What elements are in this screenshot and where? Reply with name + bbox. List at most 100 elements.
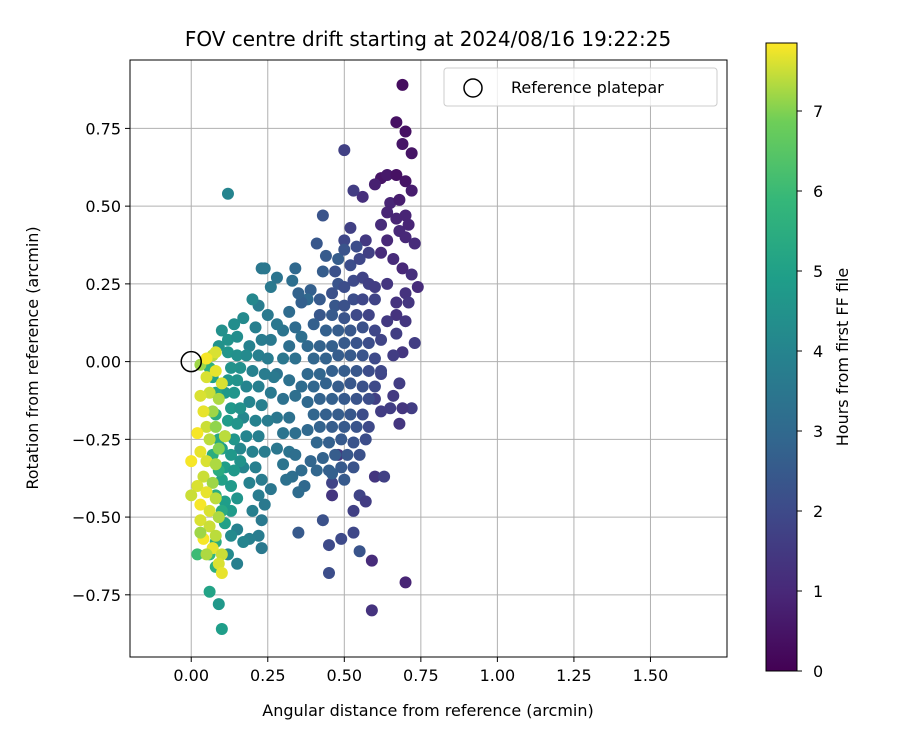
data-point: [255, 399, 268, 412]
data-point: [200, 486, 213, 499]
data-point: [292, 526, 305, 539]
data-point: [319, 408, 332, 421]
data-point: [375, 333, 388, 346]
data-point: [393, 377, 406, 390]
data-point: [191, 548, 204, 561]
data-point: [310, 436, 323, 449]
data-point: [390, 116, 403, 129]
data-point: [255, 542, 268, 555]
data-point: [212, 557, 225, 570]
data-point: [393, 193, 406, 206]
data-point: [225, 529, 238, 542]
data-point: [335, 433, 348, 446]
data-point: [313, 293, 326, 306]
data-point: [243, 476, 256, 489]
colorbar-tick-label: 5: [813, 262, 823, 281]
data-point: [212, 511, 225, 524]
data-point: [405, 184, 418, 197]
data-point: [368, 280, 381, 293]
data-point: [362, 392, 375, 405]
data-point: [402, 296, 415, 309]
data-point: [338, 336, 351, 349]
data-point: [246, 364, 259, 377]
data-point: [231, 557, 244, 570]
data-point: [237, 312, 250, 325]
data-point: [255, 262, 268, 275]
data-point: [246, 293, 259, 306]
data-point: [301, 396, 314, 409]
x-tick-label: 1.50: [633, 666, 669, 685]
data-point: [191, 427, 204, 440]
data-point: [307, 318, 320, 331]
data-point: [344, 408, 357, 421]
data-point: [326, 308, 339, 321]
data-point: [323, 539, 335, 552]
data-point: [225, 504, 238, 517]
data-point: [212, 442, 225, 455]
data-point: [292, 486, 305, 499]
colorbar-tick-label: 7: [813, 102, 823, 121]
data-point: [289, 389, 302, 402]
data-point: [307, 408, 320, 421]
data-point: [301, 424, 314, 437]
data-point: [353, 545, 366, 558]
data-point: [310, 464, 323, 477]
data-point: [338, 243, 351, 256]
data-point: [347, 526, 360, 539]
data-point: [375, 405, 388, 418]
data-point: [359, 495, 372, 508]
data-point: [304, 455, 317, 468]
data-point: [261, 414, 274, 427]
data-point: [411, 280, 424, 293]
data-point: [390, 169, 403, 182]
data-point: [350, 392, 363, 405]
data-point: [225, 448, 238, 461]
colorbar-tick-label: 3: [813, 422, 823, 441]
data-point: [209, 529, 222, 542]
data-point: [231, 330, 244, 343]
data-point: [362, 246, 375, 259]
data-point: [332, 253, 345, 265]
data-point: [326, 489, 339, 502]
data-point: [209, 458, 222, 471]
data-point: [197, 470, 210, 483]
data-point: [359, 433, 372, 446]
data-point: [194, 389, 207, 402]
legend: Reference platepar: [443, 67, 718, 107]
data-point: [246, 445, 259, 458]
data-point: [225, 402, 238, 415]
data-point: [387, 389, 400, 402]
data-point: [338, 473, 351, 486]
colorbar-label: Hours from first FF file: [833, 268, 852, 447]
data-point: [381, 315, 394, 328]
data-point: [264, 386, 277, 399]
data-point: [356, 321, 369, 334]
data-point: [231, 417, 244, 430]
data-point: [347, 293, 360, 306]
data-point: [194, 445, 207, 458]
data-point: [350, 364, 363, 377]
data-point: [390, 296, 403, 309]
data-point: [313, 308, 326, 321]
data-point: [347, 274, 360, 287]
data-point: [197, 405, 210, 418]
data-point: [258, 445, 271, 458]
data-point: [356, 349, 369, 362]
data-point: [252, 380, 265, 393]
data-point: [209, 346, 222, 359]
data-point: [381, 169, 394, 182]
data-point: [231, 349, 244, 362]
data-point: [326, 420, 339, 433]
data-point: [270, 271, 283, 284]
chart-title: FOV centre drift starting at 2024/08/16 …: [185, 27, 671, 51]
y-tick-label: −0.25: [72, 430, 121, 449]
colorbar-tick-label: 4: [813, 342, 823, 361]
data-point: [313, 340, 326, 353]
data-point: [332, 324, 345, 337]
data-point: [301, 340, 314, 353]
data-point: [206, 405, 219, 418]
data-point: [362, 336, 375, 349]
scatter-points: [180, 78, 424, 636]
data-point: [270, 442, 283, 455]
data-point: [332, 408, 345, 421]
